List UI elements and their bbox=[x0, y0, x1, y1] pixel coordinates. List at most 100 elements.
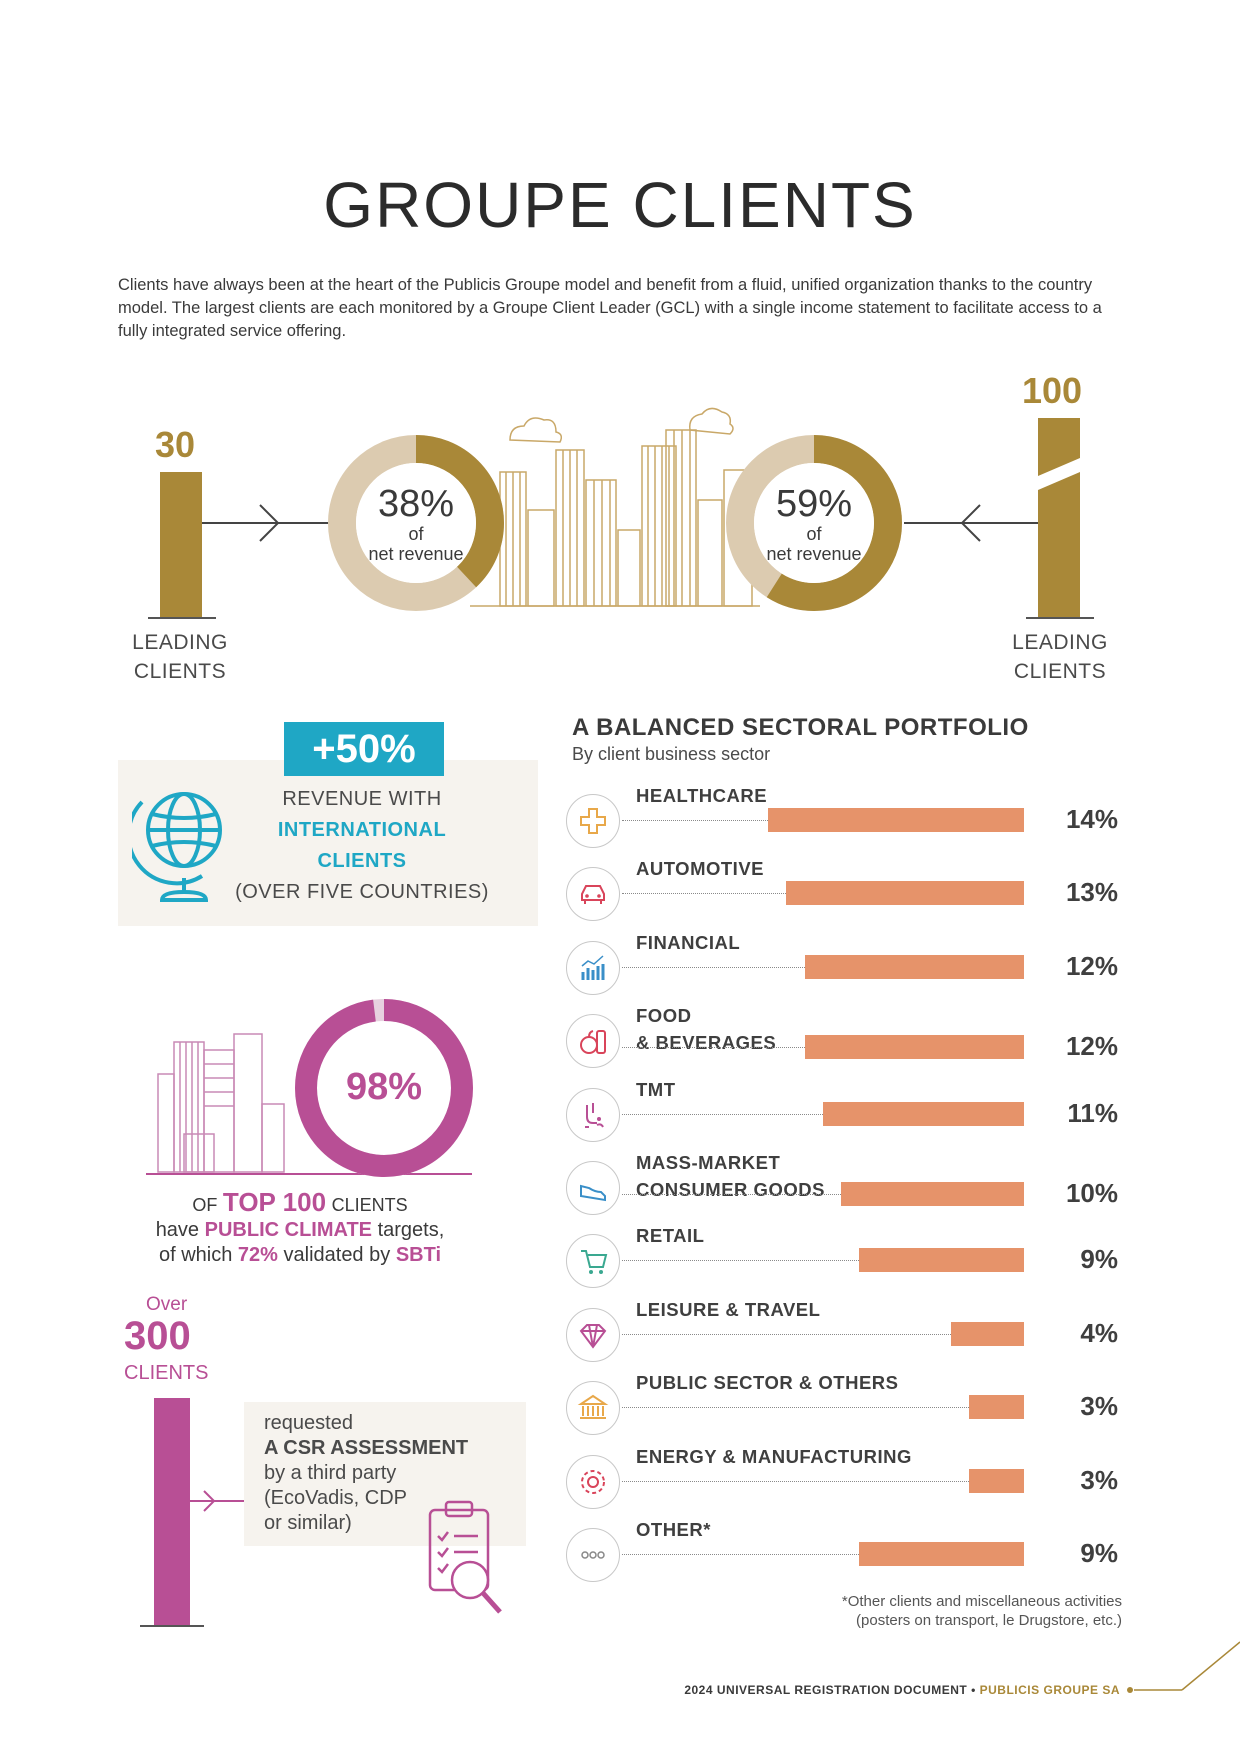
sector-row: FOOD & BEVERAGES 12% bbox=[566, 1005, 1126, 1070]
sector-leader-line bbox=[622, 1407, 970, 1409]
sector-leader-line bbox=[622, 1047, 805, 1049]
donut-98 bbox=[295, 999, 473, 1177]
chart-icon bbox=[566, 940, 620, 995]
sector-value-label: 4% bbox=[1080, 1317, 1118, 1348]
sector-row: PUBLIC SECTOR & OTHERS 3% bbox=[566, 1372, 1126, 1437]
buildings-icon bbox=[157, 1033, 285, 1173]
globe-icon bbox=[132, 792, 222, 902]
sector-value-label: 10% bbox=[1065, 1178, 1118, 1208]
clipboard-search-icon bbox=[428, 1500, 502, 1614]
intro-paragraph: Clients have always been at the heart of… bbox=[118, 276, 1102, 340]
sector-value-label: 14% bbox=[1065, 804, 1118, 834]
sector-name: ENERGY & MANUFACTURING bbox=[636, 1445, 912, 1467]
leading-30-baseline bbox=[148, 617, 216, 619]
csr-bar bbox=[154, 1398, 190, 1626]
leading-30-label: LEADING CLIENTS bbox=[132, 631, 228, 683]
sector-row: HEALTHCARE 14% bbox=[566, 785, 1126, 850]
sector-chart-title: A BALANCED SECTORAL PORTFOLIO bbox=[572, 714, 1029, 741]
healthcare-icon bbox=[566, 794, 620, 848]
leading-100-bar bbox=[1038, 418, 1080, 618]
sector-leader-line bbox=[622, 820, 768, 821]
sector-value-label: 9% bbox=[1080, 1538, 1118, 1568]
tmt-icon bbox=[566, 1087, 620, 1142]
csr-line-5: or similar) bbox=[264, 1512, 352, 1534]
leading-30-bar bbox=[160, 472, 202, 618]
sector-bar bbox=[804, 954, 1024, 979]
csr-over: Over bbox=[146, 1294, 188, 1315]
csr-arrow-icon bbox=[190, 1490, 244, 1512]
sector-leader-line bbox=[622, 1113, 823, 1115]
sector-bar bbox=[969, 1468, 1024, 1493]
leading-30-count: 30 bbox=[155, 424, 196, 465]
footer: 2024 UNIVERSAL REGISTRATION DOCUMENT • P… bbox=[684, 1683, 1120, 1697]
sector-value-label: 13% bbox=[1065, 877, 1118, 908]
csr-baseline bbox=[140, 1625, 204, 1627]
sector-bar bbox=[822, 1101, 1024, 1126]
sector-bar bbox=[859, 1248, 1024, 1273]
intl-line-2: INTERNATIONAL bbox=[277, 819, 447, 841]
sector-bar bbox=[786, 881, 1024, 906]
diamond-icon bbox=[566, 1307, 620, 1362]
leading-clients-graphic bbox=[202, 407, 1038, 611]
sector-bar bbox=[969, 1395, 1024, 1420]
sector-leader-line bbox=[622, 966, 805, 968]
sector-bar bbox=[804, 1035, 1024, 1060]
sector-leader-line bbox=[622, 1194, 842, 1195]
sector-leader-line bbox=[622, 1260, 860, 1262]
sector-row: AUTOMOTIVE 13% bbox=[566, 858, 1126, 923]
sector-chart-subtitle: By client business sector bbox=[572, 744, 771, 764]
sector-name: & BEVERAGES bbox=[636, 1032, 777, 1054]
sector-name: LEISURE & TRAVEL bbox=[636, 1298, 821, 1320]
climate-text: OF TOP 100 CLIENTS have PUBLIC CLIMATE t… bbox=[155, 1187, 445, 1266]
sector-bar bbox=[768, 808, 1024, 832]
sector-name: TMT bbox=[636, 1078, 676, 1100]
sector-value-label: 12% bbox=[1065, 950, 1118, 981]
leading-100-count: 100 bbox=[1022, 370, 1083, 411]
sector-name: AUTOMOTIVE bbox=[636, 858, 764, 880]
sector-bar bbox=[859, 1542, 1024, 1566]
sector-value-label: 3% bbox=[1080, 1464, 1118, 1495]
sector-name: RETAIL bbox=[636, 1225, 705, 1247]
donut-38 bbox=[328, 435, 504, 611]
csr-line-4: (EcoVadis, CDP bbox=[264, 1487, 408, 1509]
gear-icon bbox=[566, 1454, 620, 1509]
climate-graphic bbox=[146, 999, 473, 1177]
climate-pct: 98% bbox=[345, 1066, 423, 1108]
donut-59 bbox=[726, 435, 902, 611]
sector-name: OTHER* bbox=[636, 1519, 711, 1540]
sector-value-label: 3% bbox=[1080, 1391, 1118, 1422]
sector-name: FOOD bbox=[636, 1005, 692, 1027]
sector-name: CONSUMER GOODS bbox=[636, 1179, 825, 1200]
leading-100-label: LEADING CLIENTS bbox=[1012, 631, 1108, 683]
sector-row: OTHER* 9% bbox=[566, 1519, 1126, 1584]
intl-line-4: (OVER FIVE COUNTRIES) bbox=[235, 881, 489, 903]
international-badge: +50% bbox=[284, 722, 444, 776]
sector-row: RETAIL 9% bbox=[566, 1225, 1126, 1290]
more-icon bbox=[566, 1528, 620, 1582]
sector-leader-line bbox=[622, 1333, 951, 1335]
car-icon bbox=[566, 867, 620, 922]
sector-row: ENERGY & MANUFACTURING 3% bbox=[566, 1446, 1126, 1511]
sector-row: MASS-MARKET CONSUMER GOODS 10% bbox=[566, 1152, 1126, 1217]
donut-38-label: 38% of net revenue bbox=[368, 483, 464, 564]
sector-leader-line bbox=[622, 1480, 970, 1482]
corner-decoration bbox=[1127, 1641, 1240, 1693]
sector-bar bbox=[841, 1182, 1024, 1206]
sector-value-label: 9% bbox=[1080, 1244, 1118, 1275]
sector-name: HEALTHCARE bbox=[636, 785, 768, 806]
csr-line-2: A CSR ASSESSMENT bbox=[264, 1437, 469, 1459]
building-icon bbox=[566, 1381, 620, 1436]
csr-line-1: requested bbox=[264, 1412, 353, 1434]
sector-row: LEISURE & TRAVEL 4% bbox=[566, 1299, 1126, 1364]
sector-value-label: 12% bbox=[1065, 1031, 1118, 1062]
intl-line-3: CLIENTS bbox=[317, 850, 407, 872]
intl-line-1: REVENUE WITH bbox=[282, 788, 442, 810]
food-icon bbox=[566, 1014, 620, 1069]
sector-value-label: 11% bbox=[1067, 1097, 1118, 1128]
donut-59-label: 59% of net revenue bbox=[766, 483, 862, 564]
city-skyline-icon bbox=[470, 407, 760, 607]
csr-count: 300 bbox=[124, 1314, 191, 1358]
csr-clients: CLIENTS bbox=[124, 1362, 209, 1384]
shoe-icon bbox=[566, 1161, 620, 1215]
sector-row: TMT 11% bbox=[566, 1079, 1126, 1144]
